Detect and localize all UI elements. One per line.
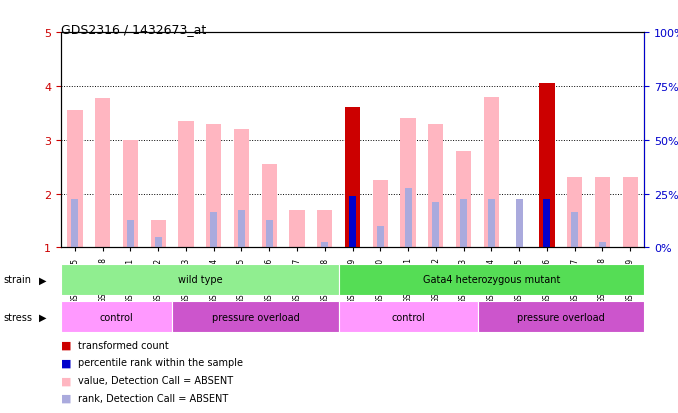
Bar bbox=[595, 178, 610, 248]
Bar bbox=[95, 99, 111, 248]
Bar bbox=[599, 242, 606, 248]
Bar bbox=[484, 97, 499, 248]
Bar bbox=[516, 199, 523, 248]
Bar bbox=[567, 178, 582, 248]
Bar bbox=[210, 213, 217, 248]
Text: stress: stress bbox=[3, 312, 33, 322]
Text: ▶: ▶ bbox=[39, 312, 47, 322]
Text: wild type: wild type bbox=[178, 275, 222, 285]
Bar bbox=[178, 121, 194, 248]
Text: ■: ■ bbox=[61, 340, 71, 350]
Text: transformed count: transformed count bbox=[78, 340, 169, 350]
Bar bbox=[61, 301, 172, 332]
Bar bbox=[539, 84, 555, 248]
Text: strain: strain bbox=[3, 275, 31, 285]
Text: ■: ■ bbox=[61, 393, 71, 403]
Bar bbox=[155, 237, 161, 248]
Bar bbox=[67, 111, 83, 248]
Bar bbox=[339, 301, 477, 332]
Text: GDS2316 / 1432673_at: GDS2316 / 1432673_at bbox=[61, 23, 206, 36]
Bar bbox=[206, 124, 221, 248]
Bar bbox=[290, 210, 304, 248]
Text: percentile rank within the sample: percentile rank within the sample bbox=[78, 358, 243, 368]
Text: ■: ■ bbox=[61, 375, 71, 385]
Bar bbox=[456, 151, 471, 248]
Bar bbox=[127, 221, 134, 248]
Text: rank, Detection Call = ABSENT: rank, Detection Call = ABSENT bbox=[78, 393, 228, 403]
Bar bbox=[61, 264, 339, 295]
Bar bbox=[266, 221, 273, 248]
Bar bbox=[172, 301, 339, 332]
Bar bbox=[339, 264, 644, 295]
Text: control: control bbox=[391, 312, 425, 322]
Bar bbox=[460, 199, 467, 248]
Bar bbox=[123, 140, 138, 248]
Text: pressure overload: pressure overload bbox=[212, 312, 299, 322]
Text: control: control bbox=[100, 312, 134, 322]
Bar bbox=[428, 124, 443, 248]
Bar bbox=[405, 189, 412, 248]
Bar bbox=[321, 242, 328, 248]
Bar bbox=[401, 119, 416, 248]
Text: ■: ■ bbox=[61, 358, 71, 368]
Bar bbox=[433, 202, 439, 248]
Bar bbox=[544, 199, 551, 248]
Bar bbox=[71, 199, 79, 248]
Bar bbox=[571, 213, 578, 248]
Text: ▶: ▶ bbox=[39, 275, 47, 285]
Bar bbox=[349, 197, 356, 248]
Bar bbox=[377, 226, 384, 248]
Bar bbox=[238, 210, 245, 248]
Bar bbox=[488, 199, 495, 248]
Bar bbox=[262, 165, 277, 248]
Bar bbox=[477, 301, 644, 332]
Bar bbox=[317, 210, 332, 248]
Text: value, Detection Call = ABSENT: value, Detection Call = ABSENT bbox=[78, 375, 233, 385]
Text: pressure overload: pressure overload bbox=[517, 312, 605, 322]
Bar bbox=[234, 130, 249, 248]
Bar bbox=[345, 108, 360, 248]
Text: Gata4 heterozygous mutant: Gata4 heterozygous mutant bbox=[422, 275, 560, 285]
Bar bbox=[151, 221, 166, 248]
Bar bbox=[373, 181, 388, 248]
Bar bbox=[622, 178, 638, 248]
